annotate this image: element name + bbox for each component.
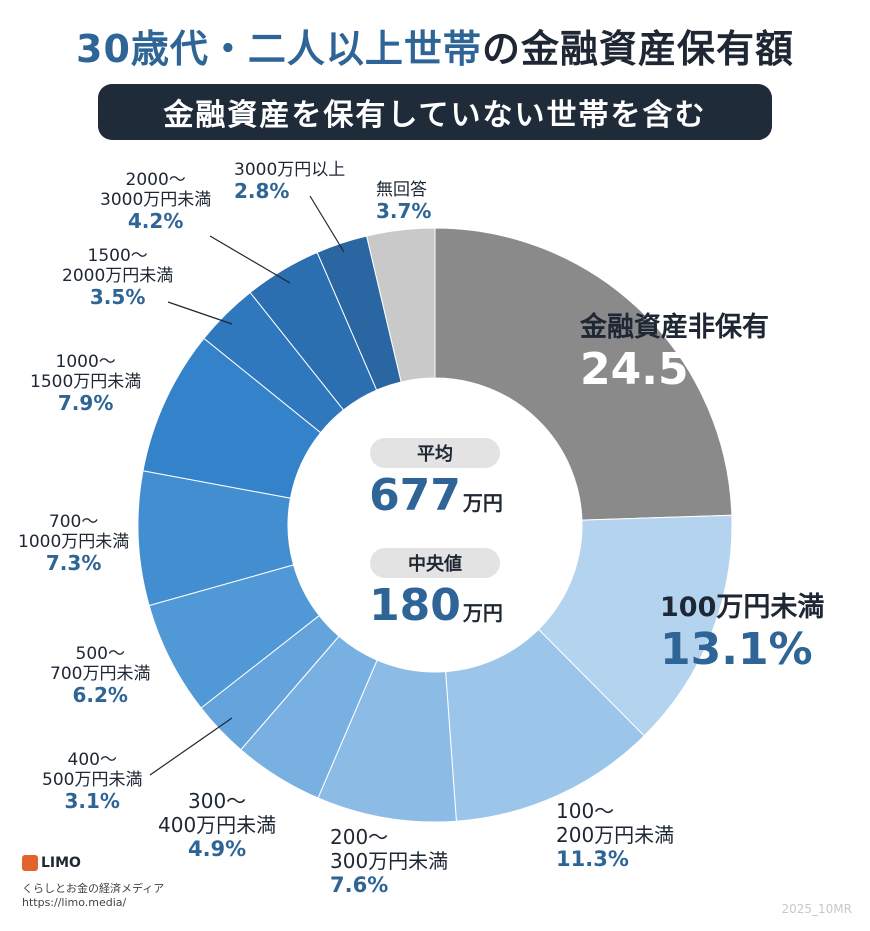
label-500-700: 500〜 700万円未満 6.2% [50,644,151,708]
limo-logo: LIMO [22,852,81,871]
slice-0 [434,227,733,521]
logo-tagline: くらしとお金の経済メディア [22,882,165,895]
label-700-1000: 700〜 1000万円未満 7.3% [18,512,130,576]
label-over-3000: 3000万円以上 2.8% [234,160,346,204]
leader-400-500 [149,717,233,776]
label-under-100: 100万円未満 13.1% [660,592,825,675]
label-no-answer: 無回答 3.7% [376,180,432,224]
label-300-400: 300〜 400万円未満 4.9% [158,789,277,862]
title-part2: の金融資産保有額 [481,27,794,71]
chart-title: 30歳代・二人以上世帯の金融資産保有額 [0,18,870,73]
label-no-assets: 金融資産非保有 24.5% [580,312,769,395]
title-part1: 30歳代・二人以上世帯 [76,27,482,71]
label-400-500: 400〜 500万円未満 3.1% [42,750,143,814]
logo-url: https://limo.media/ [22,896,127,909]
credit-text: 2025_10MR [781,902,853,916]
average-value: 677 万円 [369,470,503,521]
leader-1500-2000 [167,301,233,325]
median-value: 180 万円 [369,580,503,631]
leader-over-3000 [309,195,345,253]
median-label-pill: 中央値 [370,548,500,578]
slice-12 [366,227,436,383]
label-1500-2000: 1500〜 2000万円未満 3.5% [62,246,174,310]
label-1000-1500: 1000〜 1500万円未満 7.9% [30,352,142,416]
logo-mark-icon [22,854,38,871]
slice-1 [537,514,733,737]
label-100-200: 100〜 200万円未満 11.3% [556,799,675,872]
label-2000-3000: 2000〜 3000万円未満 4.2% [100,170,212,234]
leader-2000-3000 [209,235,291,284]
subtitle-text: 金融資産を保有していない世帯を含む [163,98,707,133]
subtitle-banner: 金融資産を保有していない世帯を含む [98,84,772,140]
label-200-300: 200〜 300万円未満 7.6% [330,825,449,898]
average-label-pill: 平均 [370,438,500,468]
